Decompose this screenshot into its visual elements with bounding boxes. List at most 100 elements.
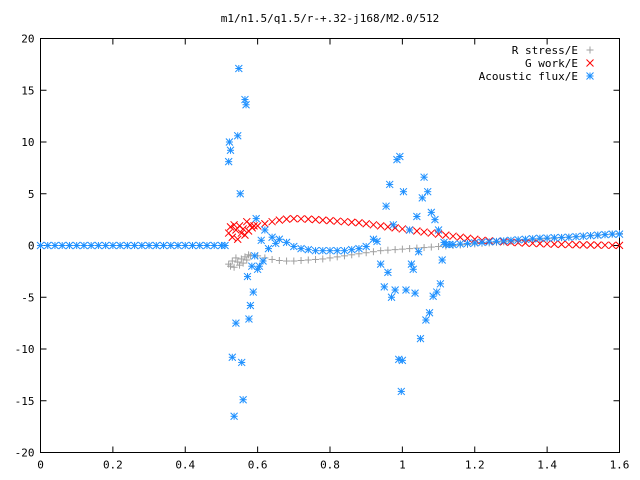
data-point xyxy=(355,244,363,253)
data-point xyxy=(449,232,457,241)
data-point xyxy=(304,256,312,264)
legend-label: R stress/E xyxy=(512,44,578,57)
data-point xyxy=(261,219,269,228)
data-point xyxy=(289,214,298,223)
data-point xyxy=(432,288,441,296)
data-point xyxy=(326,254,334,262)
data-point xyxy=(87,241,96,250)
data-point xyxy=(166,241,175,250)
x-tick-label: 0.8 xyxy=(320,459,340,472)
y-tick-label: 10 xyxy=(21,136,34,149)
data-point xyxy=(431,215,439,224)
data-point xyxy=(188,241,197,250)
data-point xyxy=(543,240,551,248)
y-tick-label: -15 xyxy=(15,395,35,408)
data-point xyxy=(297,214,305,223)
data-point xyxy=(615,241,624,250)
data-point xyxy=(234,64,243,73)
data-point xyxy=(268,255,276,263)
data-point xyxy=(283,257,291,265)
x-tick-label: 1.2 xyxy=(465,459,485,472)
data-point xyxy=(355,218,363,227)
data-point xyxy=(72,241,81,250)
data-point xyxy=(387,293,396,302)
data-point xyxy=(608,241,617,250)
data-point xyxy=(195,241,204,250)
data-point xyxy=(550,240,559,249)
data-point xyxy=(340,246,349,255)
data-point xyxy=(593,231,602,240)
data-point xyxy=(58,241,67,250)
data-point xyxy=(521,235,530,244)
data-point xyxy=(385,180,394,189)
data-point xyxy=(237,358,246,367)
data-point xyxy=(282,215,291,223)
data-point xyxy=(384,268,392,277)
data-point xyxy=(438,256,447,264)
data-point xyxy=(268,233,276,242)
data-point xyxy=(137,241,146,250)
data-point xyxy=(409,265,418,274)
y-tick-label: 0 xyxy=(28,240,35,253)
data-point xyxy=(369,248,377,256)
data-point xyxy=(109,241,117,250)
data-point xyxy=(226,223,235,231)
data-point xyxy=(36,241,45,250)
data-point xyxy=(289,242,298,251)
data-point xyxy=(239,259,247,267)
data-point xyxy=(422,316,430,324)
data-point xyxy=(420,244,428,252)
data-point xyxy=(259,257,267,265)
data-point xyxy=(478,238,486,247)
data-point xyxy=(362,242,371,251)
data-point xyxy=(228,233,237,242)
data-point xyxy=(297,244,305,253)
data-point xyxy=(395,152,404,161)
data-point xyxy=(391,246,399,254)
data-point xyxy=(241,95,249,104)
y-tick-label: -10 xyxy=(15,343,35,356)
data-point xyxy=(241,253,249,261)
data-point xyxy=(369,220,378,229)
data-point xyxy=(261,226,269,234)
data-point xyxy=(414,247,423,256)
data-point xyxy=(43,241,52,250)
axis-ticks: 0 0.2 0.4 0.6 0.8 1 1.2 1.4 1.6 -20 -15 -10 -5 0 5 10 15… xyxy=(15,33,630,472)
data-point xyxy=(245,315,253,323)
data-point xyxy=(528,234,537,243)
data-point xyxy=(234,258,242,266)
data-point xyxy=(130,241,139,250)
data-point xyxy=(427,208,436,217)
data-point xyxy=(245,251,253,259)
x-tick-label: 0.4 xyxy=(175,459,195,472)
y-tick-label: -20 xyxy=(15,447,35,460)
data-point xyxy=(239,225,248,233)
data-point xyxy=(311,246,320,255)
y-tick-label: -5 xyxy=(21,291,34,304)
data-point xyxy=(427,229,436,237)
data-point xyxy=(398,225,407,233)
data-point xyxy=(382,202,390,211)
data-point xyxy=(232,319,240,327)
data-point xyxy=(391,286,399,294)
x-tick-label: 1.4 xyxy=(537,459,557,472)
data-point xyxy=(436,279,445,288)
data-point xyxy=(311,215,320,224)
data-point xyxy=(312,255,320,263)
data-point xyxy=(557,233,566,242)
data-point xyxy=(237,229,246,237)
data-point xyxy=(402,286,410,294)
data-point xyxy=(275,216,284,224)
data-point xyxy=(246,301,255,310)
data-point xyxy=(536,239,544,248)
data-point xyxy=(230,412,238,421)
data-point xyxy=(514,235,523,244)
data-point xyxy=(456,240,465,248)
data-point xyxy=(521,239,530,247)
data-point xyxy=(564,240,573,249)
data-point xyxy=(181,241,190,250)
data-point xyxy=(233,235,242,244)
data-point xyxy=(333,253,341,261)
data-point xyxy=(407,260,416,268)
data-point xyxy=(492,237,501,246)
